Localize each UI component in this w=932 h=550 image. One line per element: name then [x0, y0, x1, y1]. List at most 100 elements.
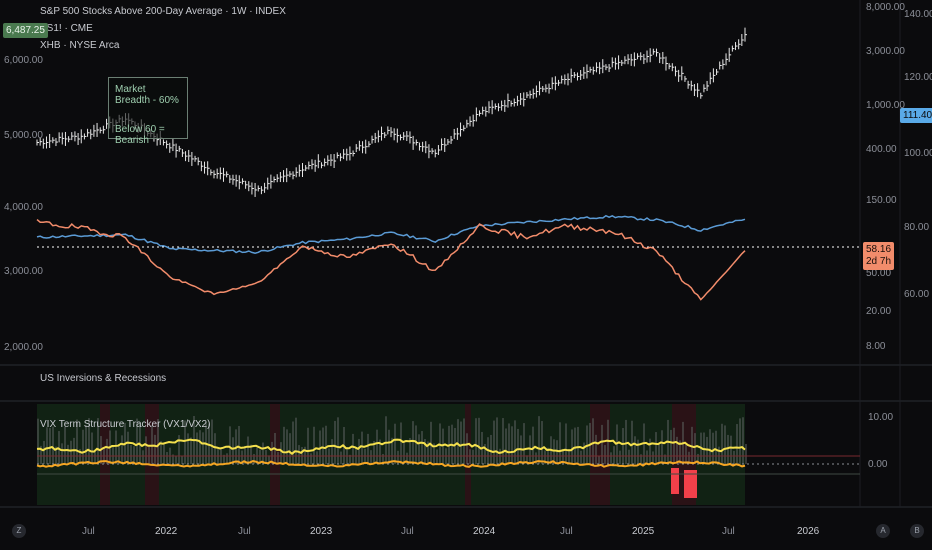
- vix-histogram-bar: [604, 445, 606, 464]
- vix-histogram-bar: [391, 437, 393, 464]
- vix-histogram-bar: [241, 450, 243, 464]
- vix-histogram-bar: [184, 420, 186, 464]
- vix-histogram-bar: [373, 440, 375, 464]
- vix-histogram-bar: [745, 443, 747, 464]
- vix-histogram-bar: [283, 426, 285, 464]
- vix-histogram-bar: [673, 427, 675, 464]
- vix-histogram-bar: [622, 428, 624, 464]
- legend-es[interactable]: ES1! · CME: [40, 23, 93, 34]
- vix-histogram-bar: [361, 431, 363, 464]
- vix-histogram-bar: [151, 425, 153, 464]
- vix-histogram-bar: [595, 434, 597, 464]
- vix-histogram-bar: [526, 455, 528, 464]
- right-axis-label: 150.00: [866, 195, 897, 206]
- vix-histogram-bar: [265, 449, 267, 464]
- far-axis-label: 100.00: [904, 148, 932, 159]
- vix-histogram-bar: [691, 426, 693, 464]
- vix-histogram-bar: [736, 424, 738, 464]
- vix-histogram-bar: [559, 422, 561, 464]
- main-title[interactable]: S&P 500 Stocks Above 200-Day Average · 1…: [40, 6, 286, 17]
- vix-histogram-bar: [88, 418, 90, 464]
- vix-histogram-bar: [379, 439, 381, 464]
- time-axis-label: 2024: [473, 526, 496, 537]
- vix-histogram-bar: [316, 451, 318, 464]
- vix-histogram-bar: [127, 431, 129, 464]
- vix-histogram-bar: [427, 441, 429, 464]
- vix-histogram-bar: [262, 442, 264, 464]
- vix-spread-line: [36, 460, 746, 468]
- vix-histogram-bar: [94, 451, 96, 464]
- right-axis-label: 3,000.00: [866, 46, 905, 57]
- vix-histogram-bar: [79, 449, 81, 464]
- time-axis-label: 2022: [155, 526, 178, 537]
- vix-histogram-bar: [385, 416, 387, 464]
- vix-histogram-bar: [433, 443, 435, 464]
- vix-histogram-bar: [484, 443, 486, 464]
- timezone-icon[interactable]: Z: [12, 524, 26, 538]
- xhb-price-tag: 111.40: [900, 108, 932, 123]
- vix-histogram-bar: [301, 446, 303, 464]
- vix-histogram-bar: [493, 420, 495, 464]
- time-axis-label: 2023: [310, 526, 333, 537]
- vix-histogram-bar: [652, 451, 654, 464]
- vix-histogram-bar: [718, 446, 720, 464]
- right-axis-label: 20.00: [866, 306, 892, 317]
- main-pane-bg: [0, 0, 860, 352]
- breadth-value: 58.16: [866, 244, 892, 255]
- vix-histogram-bar: [475, 418, 477, 464]
- vix-histogram-bar: [40, 445, 42, 464]
- legend-xhb[interactable]: XHB · NYSE Arca: [40, 40, 120, 51]
- vix-histogram-bar: [277, 451, 279, 464]
- vix-histogram-bar: [694, 433, 696, 464]
- vix-histogram-bar: [118, 445, 120, 464]
- vix-histogram-bar: [625, 419, 627, 464]
- vix-histogram-bar: [724, 425, 726, 464]
- log-scale-icon[interactable]: B: [910, 524, 924, 538]
- vix-histogram-bar: [55, 446, 57, 464]
- vix-histogram-bar: [70, 440, 72, 464]
- vix-histogram-bar: [523, 423, 525, 464]
- vix-axis-label: 0.00: [868, 459, 888, 470]
- vix-histogram-bar: [190, 437, 192, 464]
- vix-histogram-bar: [49, 428, 51, 464]
- inversions-pane-title[interactable]: US Inversions & Recessions: [40, 373, 167, 384]
- vix-histogram-bar: [376, 429, 378, 464]
- vix-histogram-bar: [196, 432, 198, 464]
- vix-histogram-bar: [145, 436, 147, 464]
- time-axis-label: Jul: [722, 526, 735, 537]
- vix-histogram-bar: [478, 417, 480, 464]
- vix-histogram-bar: [67, 444, 69, 464]
- vix-histogram-bar: [568, 449, 570, 464]
- vix-histogram-bar: [721, 423, 723, 464]
- vix-histogram-bar: [655, 432, 657, 464]
- note-line-2: Below 60 = Bearish: [115, 124, 165, 146]
- vix-histogram-bar: [331, 439, 333, 464]
- vix-histogram-bar: [601, 424, 603, 464]
- vix-histogram-bar: [160, 441, 162, 464]
- left-axis-label: 4,000.00: [4, 202, 43, 213]
- vix-histogram-bar: [310, 453, 312, 464]
- vix-histogram-bar: [178, 435, 180, 464]
- vix-histogram-bar: [304, 446, 306, 464]
- vix-pane-title[interactable]: VIX Term Structure Tracker (VX1/VX2): [40, 419, 211, 430]
- vix-histogram-bar: [697, 453, 699, 464]
- vix-histogram-bar: [247, 436, 249, 464]
- vix-histogram-bar: [259, 449, 261, 464]
- vix-histogram-bar: [307, 427, 309, 464]
- vix-histogram-bar: [424, 438, 426, 464]
- vix-histogram-bar: [514, 420, 516, 464]
- vix-histogram-bar: [370, 450, 372, 464]
- vix-histogram-bar: [517, 428, 519, 464]
- vix-histogram-bar: [130, 445, 132, 464]
- vix-histogram-bar: [325, 425, 327, 464]
- vix-red-spike: [671, 468, 679, 494]
- vix-ratio-line: [36, 438, 746, 455]
- time-axis-label: 2025: [632, 526, 655, 537]
- vix-histogram-bar: [463, 418, 465, 464]
- vix-histogram-bar: [382, 453, 384, 464]
- vix-histogram-bar: [574, 427, 576, 464]
- auto-scale-icon[interactable]: A: [876, 524, 890, 538]
- vix-histogram-bar: [400, 422, 402, 464]
- far-axis-label: 140.00: [904, 9, 932, 20]
